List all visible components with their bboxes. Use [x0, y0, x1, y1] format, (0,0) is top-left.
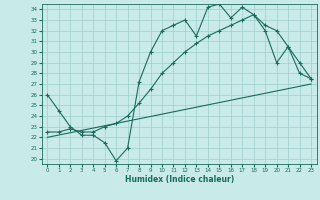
X-axis label: Humidex (Indice chaleur): Humidex (Indice chaleur)	[124, 175, 234, 184]
